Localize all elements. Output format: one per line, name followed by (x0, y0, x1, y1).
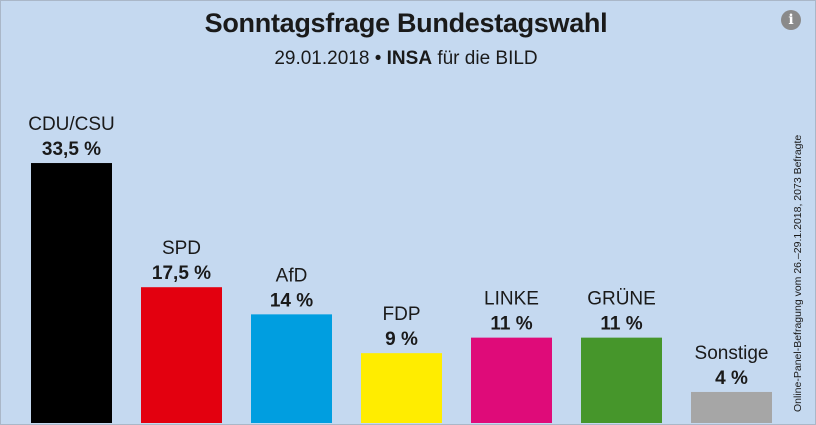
value-label-fdp: 9 % (385, 329, 418, 350)
party-label-sonstige: Sonstige (695, 343, 769, 364)
bar-fdp (361, 353, 442, 423)
party-label-fdp: FDP (383, 304, 421, 325)
bar-spd (141, 287, 222, 423)
bar-gruene (581, 337, 662, 423)
party-label-afd: AfD (276, 265, 308, 286)
subtitle-separator: • (374, 48, 382, 69)
party-label-cdu-csu: CDU/CSU (28, 114, 115, 135)
bar-afd (251, 314, 332, 423)
bars-group (31, 163, 772, 424)
client-name: für die BILD (437, 48, 538, 69)
bar-linke (471, 337, 552, 423)
chart-title: Sonntagsfrage Bundestagswahl (204, 8, 608, 38)
survey-date: 29.01.2018 (274, 48, 370, 69)
value-label-cdu-csu: 33,5 % (42, 139, 101, 160)
labels-group: 33,5 % CDU/CSU 17,5 % SPD 14 % AfD 9 % FDP 11 % L… (28, 114, 768, 389)
bar-cdu-csu (31, 163, 112, 424)
value-label-afd: 14 % (270, 290, 313, 311)
bar-chart: 33,5 % CDU/CSU 17,5 % SPD 14 % AfD 9 % FDP 11 % L… (28, 114, 772, 424)
institute-name: INSA (386, 48, 433, 69)
value-label-gruene: 11 % (600, 314, 642, 335)
bar-sonstige (691, 391, 772, 423)
party-label-linke: LINKE (484, 289, 539, 310)
value-label-spd: 17,5 % (152, 263, 211, 284)
party-label-gruene: GRÜNE (587, 289, 656, 310)
info-icon[interactable]: i (781, 10, 801, 30)
chart-subtitle: 29.01.2018 • INSA für die BILD (0, 48, 812, 70)
party-label-spd: SPD (162, 238, 201, 259)
value-label-linke: 11 % (490, 314, 532, 335)
value-label-sonstige: 4 % (715, 368, 748, 389)
source-note: Online-Panel-Befragung vom 26.–29.1.2018… (792, 134, 804, 412)
